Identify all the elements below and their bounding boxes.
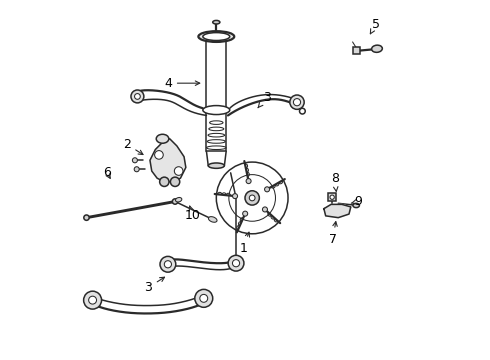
FancyBboxPatch shape (328, 193, 337, 201)
Text: 1: 1 (239, 232, 249, 255)
Text: 5: 5 (370, 18, 380, 34)
Circle shape (232, 260, 240, 267)
Circle shape (171, 177, 180, 186)
Circle shape (135, 94, 140, 99)
Ellipse shape (207, 140, 225, 143)
Ellipse shape (208, 134, 224, 137)
Ellipse shape (210, 121, 223, 125)
Text: 6: 6 (103, 166, 111, 179)
Polygon shape (324, 204, 351, 218)
Text: 2: 2 (122, 138, 143, 154)
Ellipse shape (156, 134, 169, 143)
Circle shape (330, 195, 334, 199)
Circle shape (290, 95, 304, 109)
Circle shape (155, 150, 163, 159)
Circle shape (195, 289, 213, 307)
Circle shape (160, 256, 176, 272)
Ellipse shape (206, 146, 226, 149)
Text: 3: 3 (144, 277, 165, 294)
Circle shape (228, 255, 244, 271)
Circle shape (174, 167, 183, 175)
Ellipse shape (203, 105, 230, 114)
Ellipse shape (198, 31, 234, 42)
Circle shape (216, 162, 288, 234)
Polygon shape (150, 139, 186, 182)
Circle shape (132, 158, 137, 163)
Ellipse shape (213, 21, 220, 24)
FancyBboxPatch shape (206, 37, 226, 151)
Text: 3: 3 (258, 91, 270, 108)
Circle shape (265, 187, 270, 192)
Circle shape (131, 90, 144, 103)
FancyBboxPatch shape (353, 47, 360, 54)
Circle shape (246, 179, 251, 184)
Ellipse shape (209, 127, 224, 131)
Ellipse shape (353, 203, 359, 208)
Circle shape (164, 261, 171, 268)
Ellipse shape (208, 163, 224, 168)
Text: 4: 4 (164, 77, 200, 90)
Circle shape (294, 99, 300, 106)
Ellipse shape (175, 198, 182, 202)
Circle shape (200, 294, 208, 302)
Circle shape (249, 195, 255, 201)
Ellipse shape (172, 199, 178, 204)
Circle shape (84, 291, 101, 309)
Ellipse shape (371, 45, 382, 52)
Text: 7: 7 (329, 222, 337, 246)
Circle shape (263, 207, 268, 212)
Text: 8: 8 (331, 172, 339, 191)
Text: 10: 10 (185, 206, 201, 222)
Circle shape (233, 194, 238, 199)
Circle shape (134, 167, 139, 172)
Circle shape (245, 191, 259, 205)
Circle shape (229, 175, 275, 221)
Circle shape (299, 108, 305, 114)
Circle shape (243, 211, 247, 216)
Text: 9: 9 (351, 195, 362, 208)
Ellipse shape (208, 217, 217, 222)
Circle shape (160, 177, 169, 186)
Ellipse shape (84, 215, 89, 220)
Circle shape (89, 296, 97, 304)
Ellipse shape (203, 33, 230, 41)
